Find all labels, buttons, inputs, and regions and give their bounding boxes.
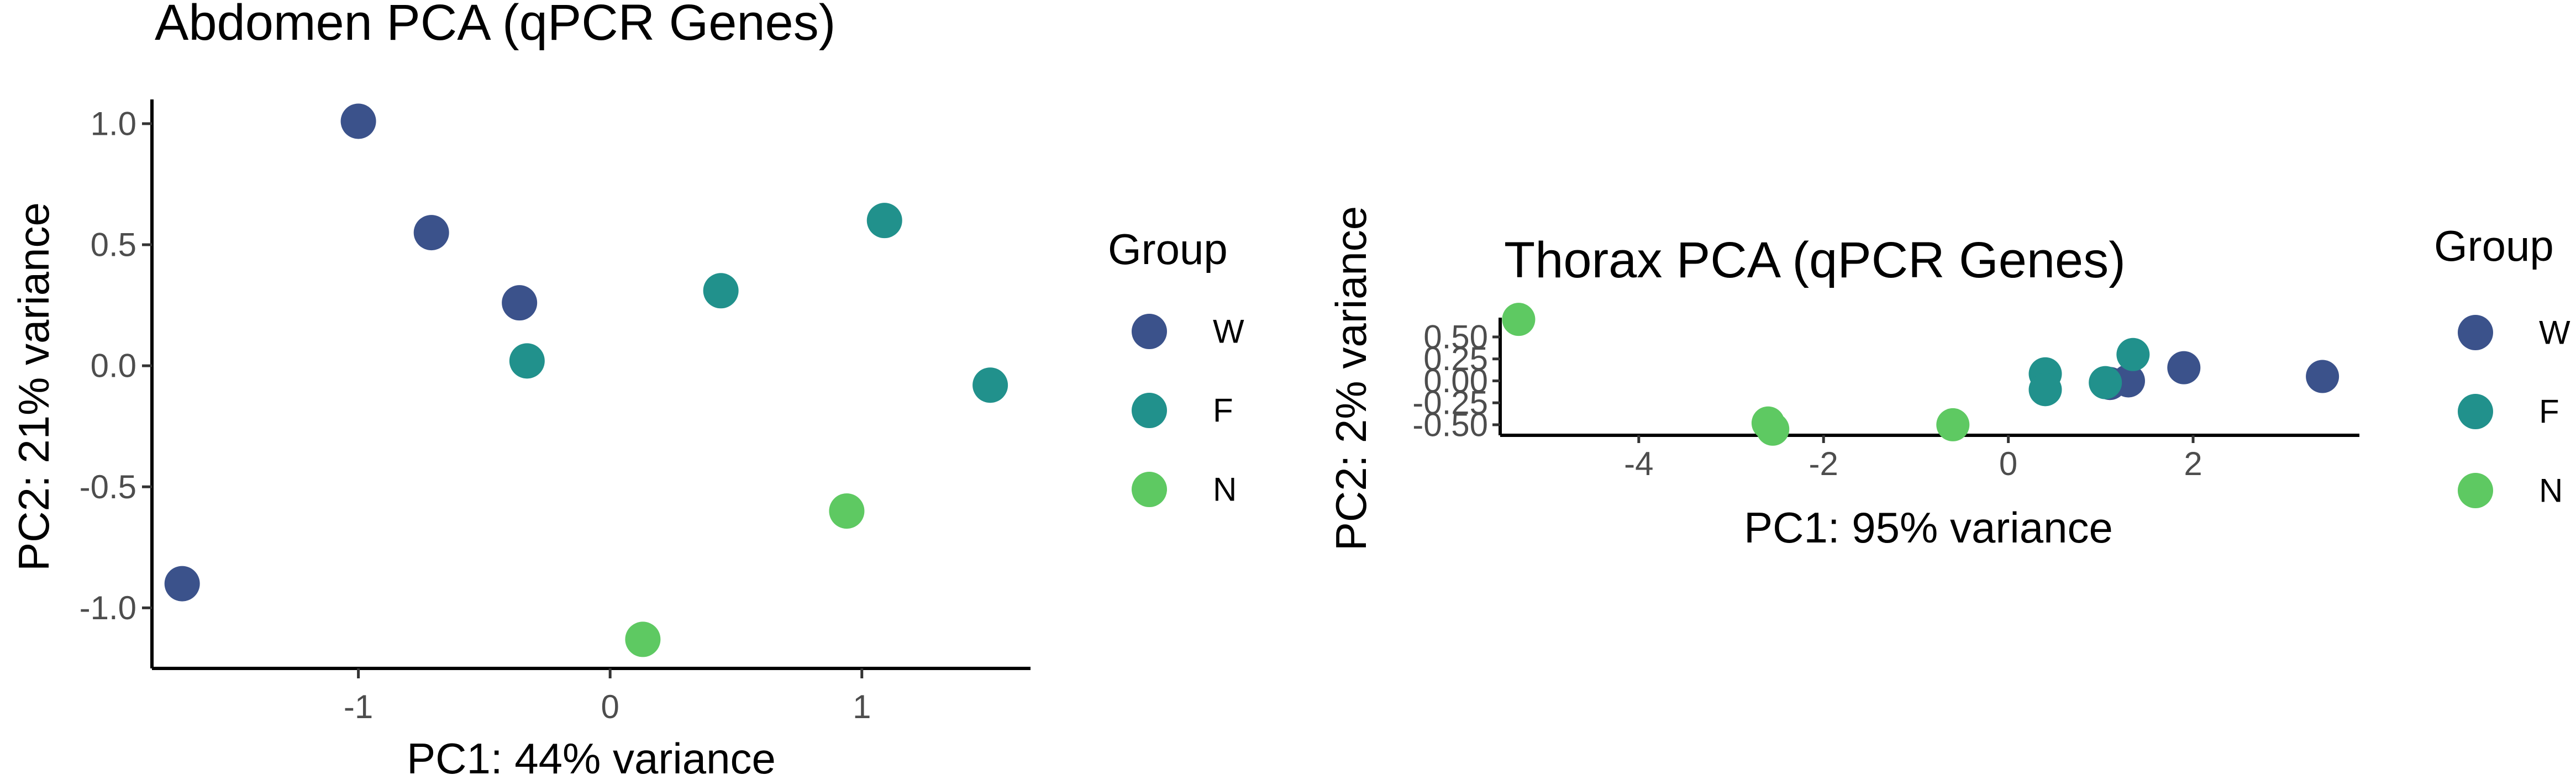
data-point-f bbox=[2089, 366, 2122, 399]
y-tick-label: 0.25 bbox=[1423, 340, 1488, 377]
legend-label-f: F bbox=[1213, 392, 1233, 429]
data-point-n bbox=[1756, 412, 1790, 446]
x-tick-label: -4 bbox=[1624, 445, 1653, 482]
data-point-f bbox=[2116, 338, 2150, 371]
y-axis-title: PC2: 21% variance bbox=[9, 202, 58, 571]
legend-key-f bbox=[1132, 393, 1167, 428]
abdomen-pca-panel: Abdomen PCA (qPCR Genes) -1 0 1 -1.0 -0.5 0.0 0… bbox=[9, 0, 1244, 780]
y-tick-label: 0.0 bbox=[91, 347, 136, 384]
y-tick-label: 0.00 bbox=[1423, 362, 1488, 399]
legend-key-w bbox=[2458, 315, 2493, 350]
data-point-n bbox=[829, 493, 865, 529]
data-point-n bbox=[625, 621, 661, 657]
legend-label-f: F bbox=[2539, 393, 2559, 430]
x-tick-label: 2 bbox=[2184, 445, 2202, 482]
chart-title: Thorax PCA (qPCR Genes) bbox=[1504, 232, 2126, 288]
x-tick-label: 0 bbox=[601, 688, 619, 725]
data-point-w bbox=[413, 215, 449, 251]
legend-key-n bbox=[2458, 473, 2493, 508]
data-point-f bbox=[866, 203, 902, 239]
x-tick-label: -2 bbox=[1809, 445, 1838, 482]
data-point-w bbox=[502, 285, 538, 321]
data-point-w bbox=[2306, 360, 2340, 393]
data-point-w bbox=[164, 566, 200, 602]
legend-label-w: W bbox=[1213, 313, 1244, 350]
data-point-f bbox=[509, 343, 545, 379]
y-tick-label: -0.50 bbox=[1412, 406, 1488, 443]
x-tick-label: 0 bbox=[1999, 445, 2017, 482]
data-point-n bbox=[1502, 303, 1536, 336]
x-tick-label: 1 bbox=[853, 688, 871, 725]
data-point-f bbox=[2028, 373, 2062, 407]
x-axis-title: PC1: 95% variance bbox=[1744, 503, 2113, 552]
legend-key-n bbox=[1132, 472, 1167, 507]
legend-label-n: N bbox=[1213, 471, 1237, 508]
y-tick-label: -0.5 bbox=[80, 468, 136, 505]
x-tick-label: -1 bbox=[344, 688, 373, 725]
legend-key-w bbox=[1132, 314, 1167, 349]
y-tick-label: 0.5 bbox=[91, 226, 136, 263]
y-tick-label: -1.0 bbox=[80, 589, 136, 626]
y-axis-title: PC2: 2% variance bbox=[1327, 206, 1375, 551]
legend-key-f bbox=[2458, 394, 2493, 429]
data-point-w bbox=[340, 103, 376, 139]
y-tick-label: 1.0 bbox=[91, 105, 136, 142]
y-tick-label: -0.25 bbox=[1412, 384, 1488, 421]
data-point-n bbox=[1936, 408, 1970, 441]
x-axis-title: PC1: 44% variance bbox=[407, 734, 776, 780]
legend-title: Group bbox=[1108, 225, 1228, 273]
y-tick-label: 0.50 bbox=[1423, 318, 1488, 355]
legend-title: Group bbox=[2434, 222, 2554, 270]
data-point-f bbox=[972, 367, 1008, 403]
data-point-f bbox=[703, 273, 739, 309]
thorax-pca-panel: Thorax PCA (qPCR Genes)-4 -2 0 2-0.50-0.250… bbox=[1327, 206, 2570, 552]
data-point-w bbox=[2167, 351, 2201, 384]
legend-label-n: N bbox=[2539, 472, 2563, 509]
chart-title: Abdomen PCA (qPCR Genes) bbox=[155, 0, 835, 51]
legend-label-w: W bbox=[2539, 314, 2570, 351]
